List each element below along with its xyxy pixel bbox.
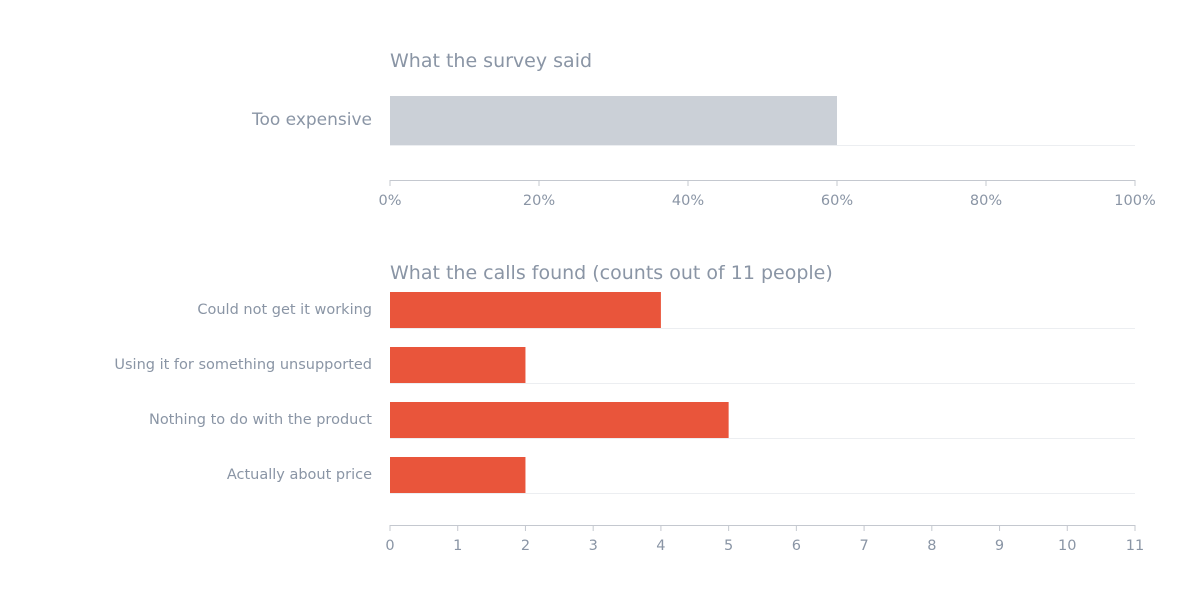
- calls-tick-label: 3: [589, 538, 598, 554]
- calls-tick-label: 4: [656, 538, 665, 554]
- calls-tick-label: 6: [792, 538, 801, 554]
- calls-tick-label: 10: [1058, 538, 1076, 554]
- calls-chart-title: What the calls found (counts out of 11 p…: [390, 262, 833, 284]
- survey-panel: What the survey said Too expensive 0% 20%…: [251, 50, 1156, 209]
- calls-bars: [390, 292, 729, 493]
- survey-x-axis-ticks: 0% 20% 40% 60% 80% 100%: [378, 180, 1156, 209]
- survey-tick-label: 80%: [970, 193, 1002, 209]
- survey-tick-label: 0%: [378, 193, 401, 209]
- survey-category-label: Too expensive: [251, 110, 372, 130]
- survey-bar: [390, 96, 837, 145]
- calls-category-label: Could not get it working: [197, 302, 372, 318]
- calls-tick-label: 7: [859, 538, 868, 554]
- survey-tick-label: 100%: [1114, 193, 1155, 209]
- survey-tick-label: 40%: [672, 193, 704, 209]
- survey-category-labels: Too expensive: [251, 110, 372, 130]
- calls-tick-label: 2: [521, 538, 530, 554]
- survey-bars: [390, 96, 837, 145]
- calls-bar: [390, 457, 526, 493]
- calls-tick-label: 8: [927, 538, 936, 554]
- calls-category-label: Using it for something unsupported: [114, 357, 372, 373]
- calls-tick-label: 0: [385, 538, 394, 554]
- calls-category-labels: Could not get it working Using it for som…: [114, 302, 372, 483]
- survey-tick-label: 60%: [821, 193, 853, 209]
- calls-bar: [390, 292, 661, 328]
- calls-tick-label: 11: [1126, 538, 1144, 554]
- calls-bar: [390, 402, 729, 438]
- survey-tick-label: 20%: [523, 193, 555, 209]
- calls-bar: [390, 347, 526, 383]
- survey-chart-title: What the survey said: [390, 50, 592, 72]
- calls-gridlines: [390, 328, 1135, 494]
- calls-panel: What the calls found (counts out of 11 p…: [114, 262, 1144, 554]
- calls-tick-label: 5: [724, 538, 733, 554]
- calls-category-label: Actually about price: [227, 467, 372, 483]
- calls-tick-label: 9: [995, 538, 1004, 554]
- calls-category-label: Nothing to do with the product: [149, 412, 372, 428]
- calls-tick-label: 1: [453, 538, 462, 554]
- calls-x-axis-ticks: 0 1 2 3 4 5 6 7 8 9 10 11: [385, 525, 1144, 554]
